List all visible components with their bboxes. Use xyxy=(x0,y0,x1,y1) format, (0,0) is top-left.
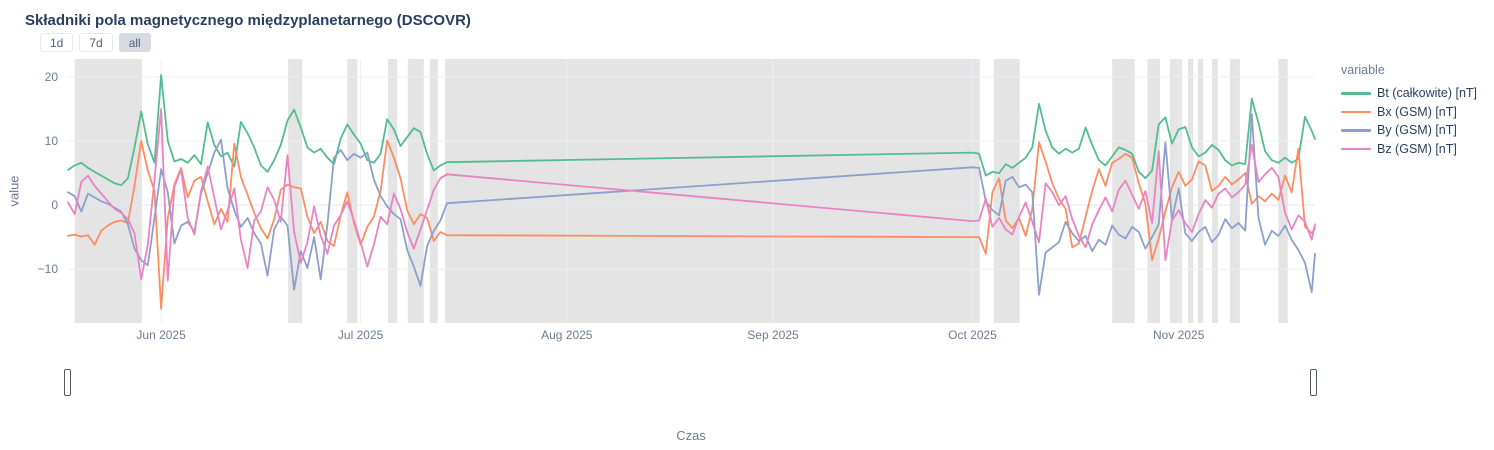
trace-bx[interactable] xyxy=(67,139,1316,310)
y-tick-label: 0 xyxy=(51,198,58,212)
x-tick-label: Nov 2025 xyxy=(1153,328,1205,342)
data-gap-band xyxy=(1112,59,1135,323)
x-tick-label: Jul 2025 xyxy=(338,328,384,342)
data-gap-band xyxy=(1211,59,1218,323)
y-tick-label: −10 xyxy=(38,262,59,276)
trace-bz[interactable] xyxy=(67,108,1316,282)
data-gap-band xyxy=(347,59,358,323)
legend-title: variable xyxy=(1341,63,1385,77)
y-tick-label: 20 xyxy=(45,70,59,84)
x-tick-label: Aug 2025 xyxy=(541,328,593,342)
legend-item-bx[interactable]: Bx (GSM) [nT] xyxy=(1341,103,1477,122)
x-tick-label: Sep 2025 xyxy=(747,328,799,342)
data-gap-band xyxy=(1147,59,1160,323)
data-gap-band xyxy=(1188,59,1194,323)
rangeslider-handle-left[interactable] xyxy=(64,369,71,396)
legend-item-bt[interactable]: Bt (całkowite) [nT] xyxy=(1341,84,1477,103)
data-gap-band xyxy=(1197,59,1204,323)
legend-label: Bz (GSM) [nT] xyxy=(1377,141,1457,156)
legend: variable Bt (całkowite) [nT] Bx (GSM) [n… xyxy=(1341,63,1477,158)
legend-label: Bt (całkowite) [nT] xyxy=(1377,86,1478,101)
data-gap-band xyxy=(407,59,424,323)
data-gap-band xyxy=(1278,59,1288,323)
legend-label: Bx (GSM) [nT] xyxy=(1377,104,1457,119)
legend-swatch-by xyxy=(1341,129,1371,132)
x-axis-title: Czas xyxy=(676,428,706,443)
range-button-all[interactable]: all xyxy=(118,33,151,52)
legend-swatch-bx xyxy=(1341,110,1371,113)
data-gap-band xyxy=(74,59,142,323)
y-axis-title: value xyxy=(6,175,22,207)
x-tick-label: Jun 2025 xyxy=(136,328,186,342)
data-gap-band xyxy=(1229,59,1240,323)
trace-bt[interactable] xyxy=(67,74,1316,187)
legend-item-bz[interactable]: Bz (GSM) [nT] xyxy=(1341,140,1477,159)
legend-swatch-bt xyxy=(1341,92,1371,95)
legend-item-by[interactable]: By (GSM) [nT] xyxy=(1341,121,1477,140)
y-tick-label: 10 xyxy=(45,134,59,148)
data-gap-band xyxy=(445,59,980,323)
range-button-7d[interactable]: 7d xyxy=(79,33,113,52)
chart-title: Składniki pola magnetycznego międzyplane… xyxy=(25,12,471,29)
range-button-1d[interactable]: 1d xyxy=(40,33,74,52)
range-selector: 1d 7d all xyxy=(40,33,151,52)
data-gap-band xyxy=(993,59,1020,323)
legend-label: By (GSM) [nT] xyxy=(1377,123,1457,138)
data-gap-band xyxy=(387,59,398,323)
x-tick-label: Oct 2025 xyxy=(948,328,997,342)
rangeslider-handle-right[interactable] xyxy=(1310,369,1317,396)
legend-swatch-bz xyxy=(1341,147,1371,150)
